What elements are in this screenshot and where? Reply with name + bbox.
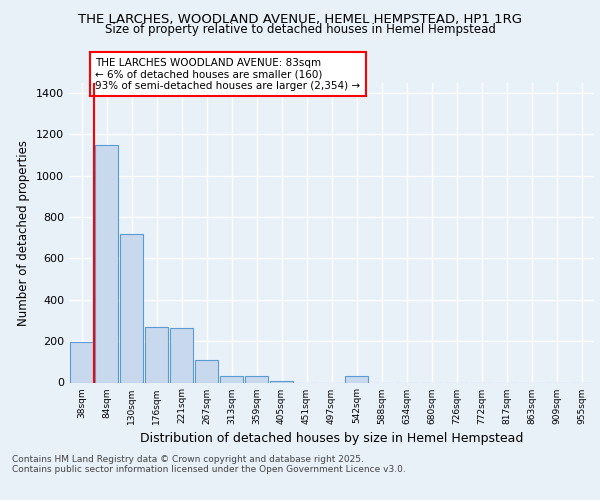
Bar [145, 326, 169, 382]
Bar [170, 328, 193, 382]
Bar [245, 376, 268, 382]
Bar [119, 234, 143, 382]
Text: Size of property relative to detached houses in Hemel Hempstead: Size of property relative to detached ho… [104, 22, 496, 36]
Bar [70, 342, 94, 382]
Text: THE LARCHES WOODLAND AVENUE: 83sqm
← 6% of detached houses are smaller (160)
93%: THE LARCHES WOODLAND AVENUE: 83sqm ← 6% … [95, 58, 361, 91]
Bar [344, 376, 368, 382]
Text: Contains HM Land Registry data © Crown copyright and database right 2025.
Contai: Contains HM Land Registry data © Crown c… [12, 455, 406, 474]
Y-axis label: Number of detached properties: Number of detached properties [17, 140, 31, 326]
Text: THE LARCHES, WOODLAND AVENUE, HEMEL HEMPSTEAD, HP1 1RG: THE LARCHES, WOODLAND AVENUE, HEMEL HEMP… [78, 12, 522, 26]
Bar [220, 376, 244, 382]
X-axis label: Distribution of detached houses by size in Hemel Hempstead: Distribution of detached houses by size … [140, 432, 523, 445]
Bar [95, 144, 118, 382]
Bar [194, 360, 218, 382]
